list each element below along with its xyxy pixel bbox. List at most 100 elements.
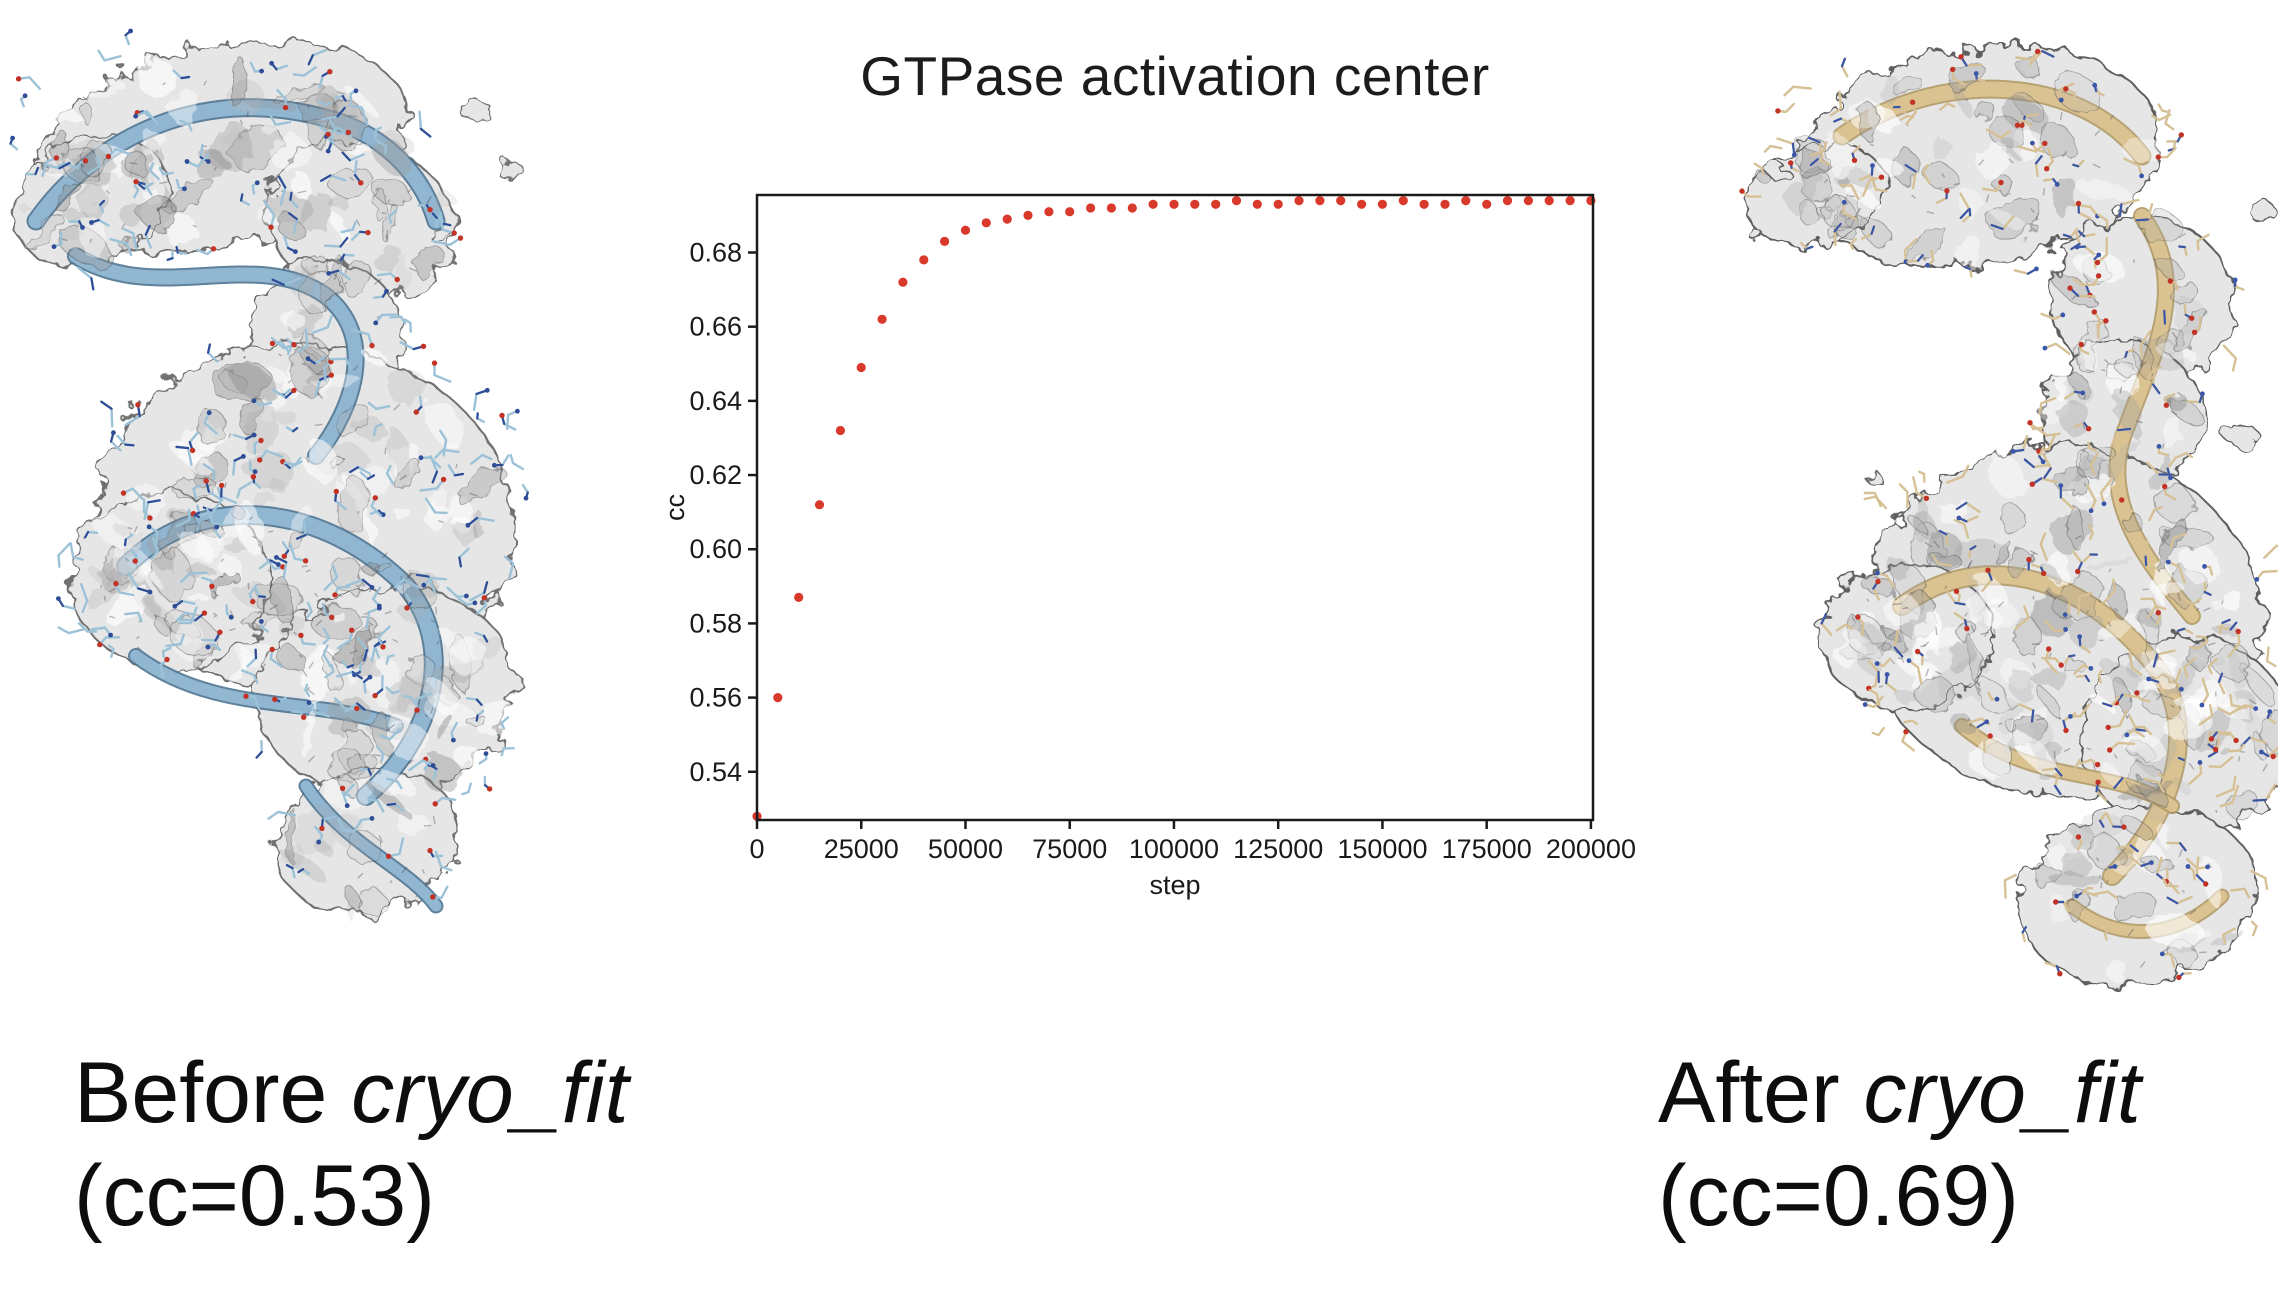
- stick-bond: [2157, 146, 2177, 159]
- data-point: [1315, 196, 1325, 206]
- oxygen-atom: [269, 646, 275, 653]
- data-point: [1565, 196, 1575, 206]
- nitrogen-atom: [369, 585, 375, 590]
- stick-bond: [1912, 476, 1928, 500]
- stick-bond: [122, 227, 138, 250]
- stick-bond: [431, 885, 449, 900]
- nitrogen-atom: [2149, 860, 2154, 865]
- grain-mark: [408, 759, 414, 765]
- grain-mark: [1920, 644, 1927, 648]
- stick-bond-dark: [2179, 842, 2187, 852]
- oxygen-atom: [1950, 66, 1956, 73]
- oxygen-atom: [2094, 259, 2101, 266]
- texture-blob: [414, 243, 443, 278]
- data-point: [1169, 199, 1179, 209]
- grain-mark: [1983, 629, 1990, 637]
- grain-mark: [2094, 129, 2101, 136]
- oxygen-atom: [203, 478, 209, 484]
- grain-mark: [401, 866, 408, 874]
- grain-mark: [349, 176, 355, 181]
- stick-bond: [2077, 591, 2093, 616]
- grain-mark: [2050, 594, 2056, 601]
- stick-bond: [372, 423, 383, 437]
- nitrogen-atom: [2168, 475, 2173, 481]
- texture-blob: [1884, 593, 1919, 626]
- stick-bond: [124, 611, 143, 623]
- stick-bond: [2157, 772, 2166, 785]
- oxygen-atom: [82, 158, 89, 164]
- grain-mark: [2092, 761, 2096, 771]
- grain-mark: [387, 199, 391, 203]
- stick-bond: [385, 464, 394, 485]
- stick-bond: [1864, 695, 1884, 709]
- texture-blob: [1946, 640, 1977, 672]
- texture-blob: [301, 699, 316, 757]
- stick-bond: [178, 606, 198, 625]
- stick-bond: [2148, 506, 2163, 522]
- grain-mark: [2177, 592, 2181, 601]
- y-tick-label: 0.60: [689, 534, 742, 564]
- stick-bond: [1849, 237, 1858, 250]
- texture-blob: [2144, 802, 2162, 822]
- density-texture: [21, 54, 515, 920]
- texture-blob: [2038, 689, 2065, 721]
- stick-bond-dark: [2163, 309, 2167, 325]
- y-tick-label: 0.68: [689, 237, 742, 267]
- texture-blob: [2155, 583, 2189, 596]
- stick-bond: [2102, 578, 2117, 604]
- oxygen-atom: [420, 343, 427, 349]
- stick-bond-dark: [1805, 245, 1814, 250]
- oxygen-atom: [209, 583, 215, 589]
- oxygen-atom: [332, 592, 338, 598]
- nitrogen-atom: [1903, 259, 1909, 264]
- stick-bond-dark: [278, 175, 287, 189]
- nitrogen-atom: [251, 398, 257, 404]
- texture-blob: [286, 510, 315, 533]
- grain-mark: [100, 584, 103, 589]
- stick-bond-dark: [346, 664, 355, 669]
- texture-blob: [374, 247, 403, 271]
- stick-bond-dark: [2252, 798, 2268, 802]
- grain-mark: [2032, 662, 2036, 669]
- nitrogen-atom: [274, 555, 279, 560]
- stick-bond: [2167, 560, 2186, 584]
- grain-mark: [301, 669, 308, 677]
- grain-mark: [1893, 602, 1902, 606]
- nitrogen-atom: [2068, 714, 2073, 719]
- data-point: [1523, 196, 1533, 206]
- nitrogen-atom: [1841, 199, 1847, 205]
- stick-bond: [386, 777, 403, 790]
- stick-bond-dark: [1833, 222, 1842, 233]
- oxygen-atom: [164, 656, 170, 663]
- stick-bond: [388, 209, 398, 224]
- grain-mark: [2238, 756, 2240, 762]
- nitrogen-atom: [2259, 749, 2264, 755]
- stick-bond: [424, 497, 448, 515]
- grain-mark: [229, 627, 236, 632]
- stick-bond: [367, 401, 391, 411]
- grain-mark: [2110, 479, 2115, 487]
- stick-bond: [1951, 68, 1966, 86]
- oxygen-atom: [414, 707, 420, 713]
- grain-mark: [2161, 443, 2165, 450]
- stick-bond: [1918, 470, 1926, 483]
- nitrogen-atom: [373, 320, 379, 326]
- grain-mark: [436, 640, 440, 645]
- oxygen-atom: [481, 595, 487, 601]
- plot-axes: 0 25000 50000 75000 100000 125000 150000 175000…: [660, 237, 1636, 900]
- nitrogen-atom: [10, 135, 15, 141]
- stick-bond: [2044, 647, 2058, 674]
- grain-mark: [2086, 747, 2092, 751]
- grain-mark: [2207, 642, 2216, 646]
- nitrogen-atom: [305, 356, 311, 362]
- stick-bond: [57, 542, 71, 568]
- oxygen-atom: [2178, 132, 2184, 138]
- grain-mark: [1985, 194, 1990, 203]
- stick-bond: [2038, 397, 2057, 415]
- grain-mark: [120, 159, 124, 165]
- texture-blob: [2061, 851, 2088, 879]
- nitrogen-atom: [1791, 152, 1797, 158]
- after-caption-line2: (cc=0.69): [1658, 1148, 2019, 1245]
- texture-blob: [455, 520, 478, 545]
- oxygen-atom: [189, 447, 196, 454]
